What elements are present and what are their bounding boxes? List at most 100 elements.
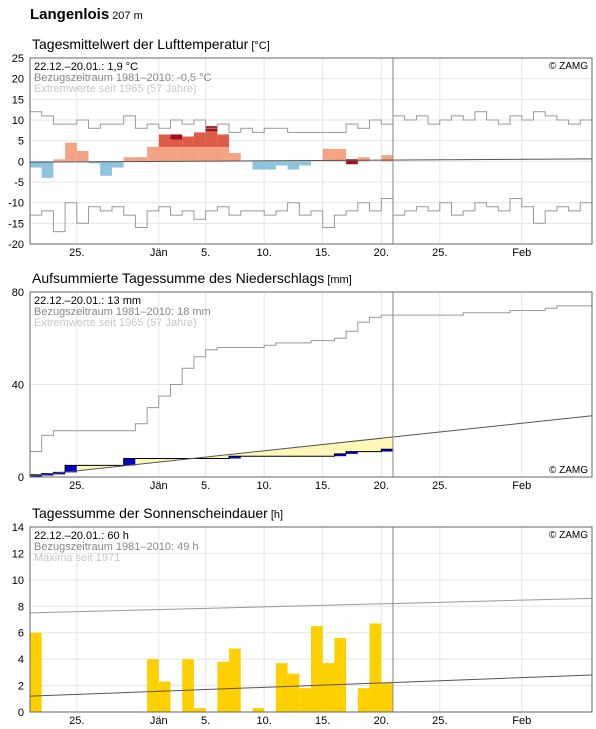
precip-deficit-area bbox=[240, 452, 253, 457]
sunshine-bar bbox=[311, 626, 323, 712]
x-tick-label: 15. bbox=[315, 715, 330, 727]
temperature-bar bbox=[41, 161, 54, 178]
temperature-bar-normal-part bbox=[182, 146, 194, 162]
x-tick-label: 25. bbox=[432, 715, 447, 727]
precip-deficit-area bbox=[299, 446, 311, 457]
y-tick-label: -15 bbox=[8, 218, 24, 230]
precip-deficit-area bbox=[322, 443, 335, 457]
temperature-bar-normal-part bbox=[193, 146, 206, 162]
y-tick-label: 4 bbox=[18, 654, 24, 666]
precip-normal-line bbox=[29, 415, 593, 477]
y-tick-label: 2 bbox=[18, 681, 24, 693]
sunshine-panel-title: Tagessumme der Sonnenscheindauer [h] bbox=[32, 505, 283, 521]
chart-panel-3 bbox=[29, 526, 593, 713]
temperature-bar bbox=[252, 161, 265, 170]
precip-deficit-area bbox=[346, 441, 358, 452]
sunshine-bar bbox=[252, 708, 265, 712]
y-tick-label: -5 bbox=[14, 177, 24, 189]
temperature-bar bbox=[147, 146, 159, 162]
temperature-bar bbox=[53, 159, 66, 162]
normal-line bbox=[29, 158, 593, 163]
x-tick-label: 10. bbox=[257, 480, 272, 492]
precip-deficit-area bbox=[252, 451, 265, 457]
x-tick-label: Feb bbox=[512, 715, 531, 727]
sunshine-bar bbox=[357, 688, 370, 712]
legend-current: 22.12.–20.01.: 1,9 °C bbox=[34, 61, 138, 73]
precip-deficit-area bbox=[287, 447, 300, 457]
sunshine-bar bbox=[287, 673, 300, 712]
legend-normal: Bezugszeitraum 1981–2010: -0,5 °C bbox=[34, 72, 212, 84]
station-header: Langenlois 207 m bbox=[30, 6, 143, 24]
temperature-record-mark bbox=[346, 159, 358, 165]
precip-deficit-area bbox=[135, 458, 148, 464]
precip-daily-increment bbox=[123, 458, 136, 466]
sunshine-bar bbox=[275, 663, 288, 712]
precip-daily-increment bbox=[65, 465, 77, 473]
y-tick-label: 40 bbox=[12, 380, 24, 392]
x-tick-label: 5. bbox=[201, 480, 210, 492]
x-tick-label: Feb bbox=[512, 480, 531, 492]
x-tick-label: Jän bbox=[150, 480, 168, 492]
precip-deficit-area bbox=[147, 458, 159, 463]
precip-daily-increment bbox=[30, 474, 42, 477]
precip-deficit-area bbox=[205, 456, 218, 459]
precip-deficit-area bbox=[100, 465, 112, 468]
precip-deficit-area bbox=[381, 437, 393, 450]
sunshine-bar bbox=[193, 708, 206, 712]
precip-deficit-area bbox=[229, 453, 241, 457]
temperature-bar bbox=[111, 161, 124, 168]
precip-deficit-area bbox=[76, 465, 89, 471]
temperature-bar bbox=[76, 151, 89, 162]
y-tick-label: 0 bbox=[18, 472, 24, 484]
temperature-bar bbox=[334, 148, 347, 162]
precip-deficit-area bbox=[264, 450, 276, 457]
y-tick-label: 6 bbox=[18, 628, 24, 640]
x-tick-label: 15. bbox=[315, 480, 330, 492]
sunshine-bar bbox=[381, 682, 393, 712]
copyright-label: © ZAMG bbox=[549, 530, 588, 541]
copyright-label: © ZAMG bbox=[549, 61, 588, 72]
sunshine-bar bbox=[322, 663, 335, 712]
precip-deficit-area bbox=[88, 465, 101, 469]
y-tick-label: 12 bbox=[12, 548, 24, 560]
y-tick-label: 0 bbox=[18, 156, 24, 168]
temperature-bar bbox=[205, 126, 218, 162]
y-tick-label: 8 bbox=[18, 601, 24, 613]
x-tick-label: Jän bbox=[150, 715, 168, 727]
precip-deficit-area bbox=[334, 442, 347, 454]
temperature-bar bbox=[229, 153, 241, 162]
precip-deficit-area bbox=[369, 438, 382, 452]
sunshine-normal-line bbox=[29, 674, 593, 697]
temperature-bar bbox=[88, 161, 101, 164]
precip-deficit-area bbox=[357, 440, 370, 452]
sunshine-bar bbox=[147, 659, 159, 712]
temperature-bar-normal-part bbox=[158, 146, 171, 162]
y-tick-label: 10 bbox=[12, 575, 24, 587]
temperature-bar bbox=[275, 161, 288, 166]
copyright-label: © ZAMG bbox=[549, 465, 588, 476]
precip-deficit-area bbox=[311, 445, 323, 457]
sunshine-maxima-line bbox=[29, 597, 593, 614]
record-high-line bbox=[30, 111, 592, 133]
x-tick-label: 25. bbox=[69, 715, 84, 727]
precip-daily-increment bbox=[41, 473, 54, 476]
precip-daily-increment bbox=[229, 456, 241, 459]
x-tick-label: 25. bbox=[432, 247, 447, 259]
y-tick-label: 15 bbox=[12, 94, 24, 106]
x-tick-label: Jän bbox=[150, 247, 168, 259]
temperature-bar bbox=[299, 161, 311, 166]
temperature-bar bbox=[287, 161, 300, 170]
y-tick-label: 5 bbox=[18, 136, 24, 148]
precip-daily-increment bbox=[381, 449, 393, 452]
chart-panel-2 bbox=[29, 291, 593, 478]
precip-record-line bbox=[30, 305, 592, 453]
x-tick-label: 5. bbox=[201, 715, 210, 727]
chart-panel-1 bbox=[29, 57, 593, 245]
temperature-bar-normal-part bbox=[170, 146, 183, 162]
temperature-panel-title: Tagesmittelwert der Lufttemperatur [°C] bbox=[32, 36, 270, 52]
precip-cumulative-line bbox=[30, 448, 393, 476]
temperature-bar bbox=[381, 155, 393, 162]
station-altitude: 207 m bbox=[112, 10, 143, 22]
precipitation-title-text: Aufsummierte Tagessumme des Niederschlag… bbox=[32, 270, 325, 286]
sunshine-bar bbox=[229, 648, 241, 712]
